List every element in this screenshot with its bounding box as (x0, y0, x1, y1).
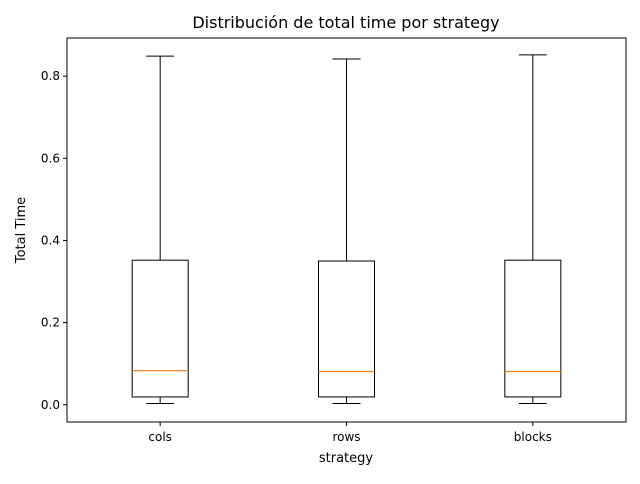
chart-title: Distribución de total time por strategy (192, 13, 499, 32)
x-axis-label: strategy (319, 451, 374, 466)
y-axis-ticks: 0.0 0.2 0.4 0.6 0.8 (41, 69, 67, 412)
x-tick-label: blocks (514, 430, 552, 444)
y-axis-label: Total Time (14, 197, 29, 264)
y-tick-label: 0.2 (41, 316, 60, 330)
plot-area (131, 54, 562, 405)
y-tick-label: 0.6 (41, 151, 60, 165)
y-tick-label: 0.4 (41, 233, 60, 247)
x-axis-ticks: cols rows blocks (148, 422, 552, 444)
y-tick-label: 0.0 (41, 398, 60, 412)
y-tick-label: 0.8 (41, 69, 60, 83)
box-rows (318, 58, 375, 405)
box-blocks (504, 54, 562, 405)
x-tick-label: cols (148, 430, 172, 444)
box-iqr (131, 259, 189, 398)
box-iqr (504, 259, 562, 398)
axes-frame (66, 37, 627, 423)
box-iqr (318, 260, 375, 398)
x-tick-label: rows (332, 430, 360, 444)
box-cols (131, 55, 189, 405)
